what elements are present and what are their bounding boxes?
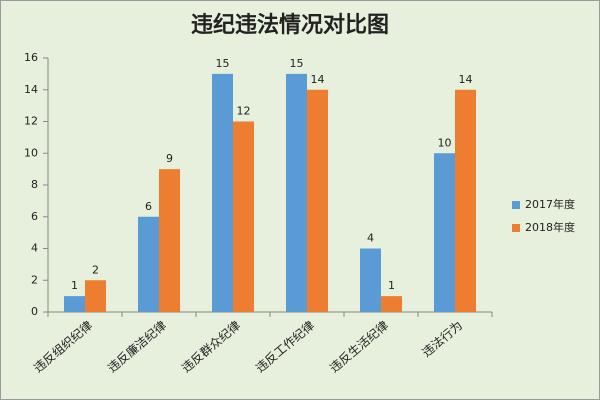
data-label: 6 bbox=[145, 200, 152, 213]
bar bbox=[360, 248, 381, 312]
bar bbox=[307, 89, 328, 312]
bar bbox=[64, 296, 85, 312]
y-tick-label: 6 bbox=[31, 210, 38, 223]
y-tick-label: 14 bbox=[24, 83, 38, 96]
data-label: 9 bbox=[166, 152, 173, 165]
bar bbox=[455, 89, 476, 312]
y-tick-label: 2 bbox=[31, 273, 38, 286]
data-label: 14 bbox=[459, 73, 473, 86]
bar bbox=[85, 280, 106, 312]
bar bbox=[159, 169, 180, 312]
y-tick-label: 8 bbox=[31, 178, 38, 191]
legend-swatch bbox=[512, 201, 520, 209]
data-label: 1 bbox=[388, 279, 395, 292]
chart-title: 违纪违法情况对比图 bbox=[191, 12, 389, 38]
data-label: 15 bbox=[290, 57, 304, 70]
data-label: 14 bbox=[311, 73, 325, 86]
bar bbox=[381, 296, 402, 312]
y-tick-label: 0 bbox=[31, 305, 38, 318]
bar bbox=[138, 216, 159, 312]
data-label: 4 bbox=[367, 232, 374, 245]
bar bbox=[434, 153, 455, 312]
y-tick-label: 12 bbox=[24, 115, 38, 128]
y-tick-label: 16 bbox=[24, 51, 38, 64]
bar bbox=[286, 73, 307, 312]
bar bbox=[233, 121, 254, 312]
data-label: 1 bbox=[71, 279, 78, 292]
bar bbox=[212, 73, 233, 312]
y-tick-label: 10 bbox=[24, 146, 38, 159]
y-tick-label: 4 bbox=[31, 242, 38, 255]
data-label: 2 bbox=[92, 263, 99, 276]
legend-label: 2018年度 bbox=[525, 220, 575, 234]
legend-label: 2017年度 bbox=[525, 197, 575, 211]
data-label: 12 bbox=[237, 105, 251, 118]
data-label: 10 bbox=[438, 136, 452, 149]
legend-swatch bbox=[512, 224, 520, 232]
data-label: 15 bbox=[216, 57, 230, 70]
